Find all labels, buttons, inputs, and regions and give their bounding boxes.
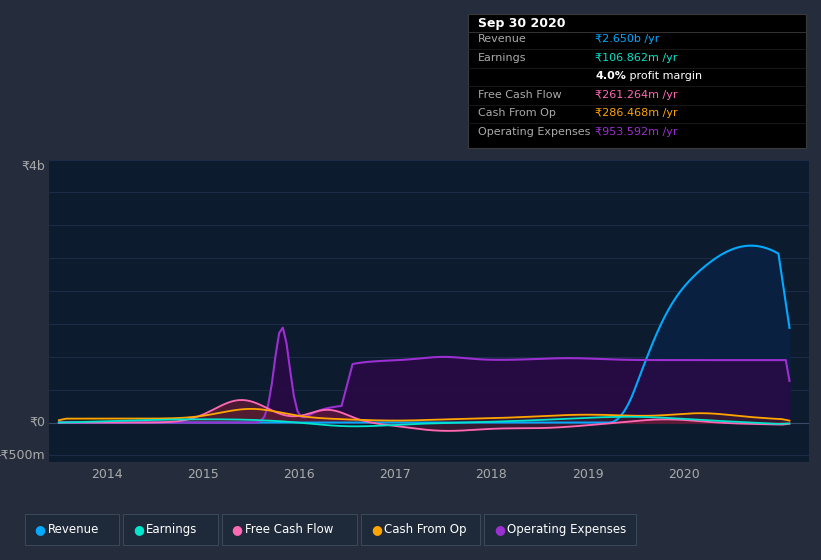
Text: ●: ● — [494, 522, 505, 536]
Text: -₹500m: -₹500m — [0, 449, 45, 462]
Text: 4.0%: 4.0% — [595, 71, 626, 81]
Text: ₹4b: ₹4b — [21, 160, 45, 172]
Text: ₹0: ₹0 — [30, 416, 45, 429]
Text: ₹953.592m /yr: ₹953.592m /yr — [595, 127, 677, 137]
Text: Sep 30 2020: Sep 30 2020 — [478, 17, 566, 30]
Text: ●: ● — [133, 522, 144, 536]
Text: ₹2.650b /yr: ₹2.650b /yr — [595, 34, 659, 44]
Text: ₹261.264m /yr: ₹261.264m /yr — [595, 90, 677, 100]
Text: ₹106.862m /yr: ₹106.862m /yr — [595, 53, 677, 63]
Text: ●: ● — [34, 522, 45, 536]
Text: profit margin: profit margin — [626, 71, 703, 81]
Text: Operating Expenses: Operating Expenses — [478, 127, 590, 137]
Text: ●: ● — [232, 522, 242, 536]
Text: Revenue: Revenue — [478, 34, 526, 44]
Text: Cash From Op: Cash From Op — [478, 108, 556, 118]
Text: Revenue: Revenue — [48, 522, 99, 536]
Text: ●: ● — [371, 522, 382, 536]
Text: ₹286.468m /yr: ₹286.468m /yr — [595, 108, 678, 118]
Text: Free Cash Flow: Free Cash Flow — [478, 90, 562, 100]
Text: Earnings: Earnings — [146, 522, 198, 536]
Text: Free Cash Flow: Free Cash Flow — [245, 522, 333, 536]
Text: Cash From Op: Cash From Op — [384, 522, 466, 536]
Text: Earnings: Earnings — [478, 53, 526, 63]
Text: Operating Expenses: Operating Expenses — [507, 522, 626, 536]
